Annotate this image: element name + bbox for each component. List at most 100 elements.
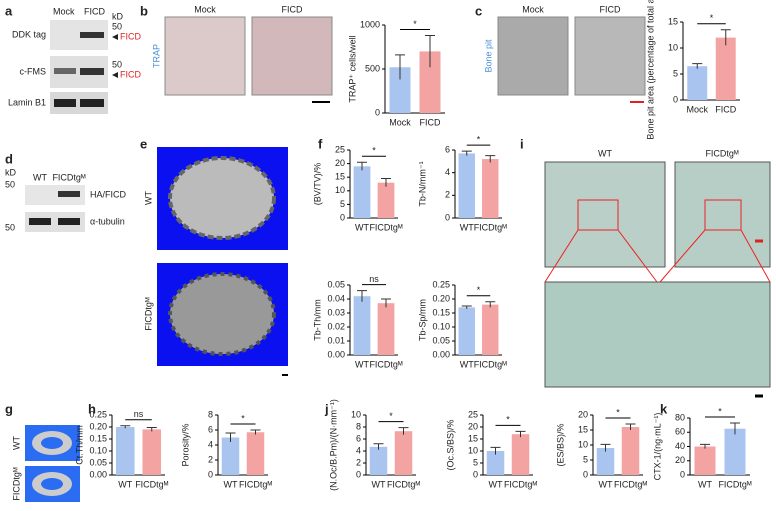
- y-tick-label: 500: [365, 63, 380, 73]
- y-tick-label: 0.01: [327, 335, 345, 345]
- error-bar: [515, 430, 526, 438]
- bar: [389, 67, 411, 113]
- error-bar: [700, 443, 710, 449]
- bar: [353, 296, 371, 355]
- blot: [25, 185, 85, 205]
- error-bar: [250, 429, 261, 435]
- error-bar: [120, 425, 131, 429]
- bar: [394, 431, 413, 475]
- error-bar: [146, 426, 157, 432]
- y-axis-label: Tb-Th/mm: [312, 299, 322, 341]
- y-tick-label: 0: [375, 107, 380, 117]
- panel-label: f: [318, 136, 323, 151]
- image-label: Mock: [194, 4, 216, 14]
- y-tick-label: 0.04: [327, 293, 345, 303]
- y-tick-label: 10: [668, 42, 678, 52]
- panel-label: j: [324, 401, 329, 416]
- x-tick-label: WT: [698, 479, 712, 489]
- error-bar: [461, 305, 472, 309]
- y-tick-label: 8: [208, 409, 213, 419]
- bar: [482, 304, 499, 355]
- panel-label: k: [660, 401, 668, 416]
- lane-label: WT: [33, 172, 47, 182]
- bar: [694, 446, 716, 475]
- image-label: WT: [598, 148, 612, 158]
- y-axis-label: Ct.Th/mm: [74, 425, 84, 465]
- y-axis-label: Bone pit area (percentage of total area): [645, 0, 655, 140]
- y-tick-label: 20: [675, 455, 685, 465]
- bar: [246, 432, 265, 475]
- panel-label: b: [140, 3, 148, 18]
- y-tick-label: 15: [335, 172, 345, 182]
- y-tick-label: 20: [578, 409, 588, 419]
- histology: [544, 161, 666, 268]
- x-tick-label: WT: [355, 359, 369, 369]
- error-bar: [600, 443, 611, 452]
- error-bar: [720, 29, 731, 46]
- significance: *: [477, 285, 481, 295]
- y-tick-label: 0: [340, 212, 345, 222]
- images: [25, 16, 771, 502]
- y-tick-label: 25: [468, 409, 478, 419]
- y-axis-label: Tb-N/mm⁻¹: [417, 161, 427, 206]
- band-label: FICD: [120, 31, 141, 41]
- stain-label: TRAP: [151, 44, 161, 68]
- bar: [486, 451, 505, 475]
- image-label: WT: [11, 436, 21, 450]
- band: [80, 99, 104, 107]
- y-tick-label: 4: [208, 439, 213, 449]
- panel-label: g: [5, 401, 13, 416]
- panel-label: d: [5, 151, 13, 166]
- error-bar: [425, 35, 435, 68]
- significance: *: [718, 406, 722, 416]
- lane-label: FICD: [84, 6, 105, 16]
- y-tick-label: 0.20: [432, 293, 450, 303]
- x-tick-label: WT: [372, 479, 386, 489]
- y-tick-label: 15: [668, 16, 678, 26]
- x-tick-label: WT: [489, 479, 503, 489]
- image-label: FICD: [282, 4, 303, 14]
- y-tick-label: 0: [473, 469, 478, 479]
- unit: kD: [5, 167, 17, 177]
- y-tick-label: 4: [445, 167, 450, 177]
- y-axis-label: (BV/TV)/%: [312, 163, 322, 206]
- y-axis-label: Porosity/%: [180, 423, 190, 466]
- inset-box: [577, 199, 619, 231]
- micrograph: [164, 16, 246, 96]
- significance: *: [506, 415, 510, 425]
- x-tick-label: FICDtgᴹ: [369, 222, 403, 232]
- bar: [377, 303, 395, 355]
- marker: 50: [5, 222, 15, 232]
- bar: [458, 153, 475, 218]
- unit: kD: [112, 11, 124, 21]
- y-tick-label: 80: [675, 412, 685, 422]
- band: [80, 68, 104, 75]
- error-bar: [381, 178, 391, 187]
- band: [54, 99, 76, 107]
- lane-label: FICDtgᴹ: [52, 172, 86, 182]
- panel-label: e: [140, 136, 147, 151]
- y-tick-label: 0.10: [432, 321, 450, 331]
- y-tick-label: 0.10: [89, 445, 107, 455]
- y-tick-label: 0: [356, 469, 361, 479]
- row-label: α-tubulin: [90, 216, 125, 226]
- y-axis-label: TRAP⁺ cells/well: [347, 35, 357, 102]
- bar: [621, 427, 640, 475]
- image-label: FICDtgᴹ: [11, 467, 21, 501]
- y-tick-label: 2: [208, 454, 213, 464]
- x-tick-label: FICDtgᴹ: [474, 359, 508, 369]
- significance: *: [372, 146, 376, 156]
- bone: [168, 272, 276, 356]
- y-tick-label: 5: [583, 454, 588, 464]
- y-tick-label: 25: [335, 144, 345, 154]
- y-tick-label: 0: [208, 469, 213, 479]
- significance: ns: [369, 274, 379, 284]
- significance: *: [241, 413, 245, 423]
- x-tick-label: FICDtgᴹ: [369, 359, 403, 369]
- y-tick-label: 10: [578, 439, 588, 449]
- y-tick-label: 0.05: [89, 457, 107, 467]
- y-tick-label: 0: [445, 212, 450, 222]
- image-label: FICDtgᴹ: [143, 297, 153, 331]
- y-tick-label: 6: [445, 144, 450, 154]
- y-tick-label: 60: [675, 427, 685, 437]
